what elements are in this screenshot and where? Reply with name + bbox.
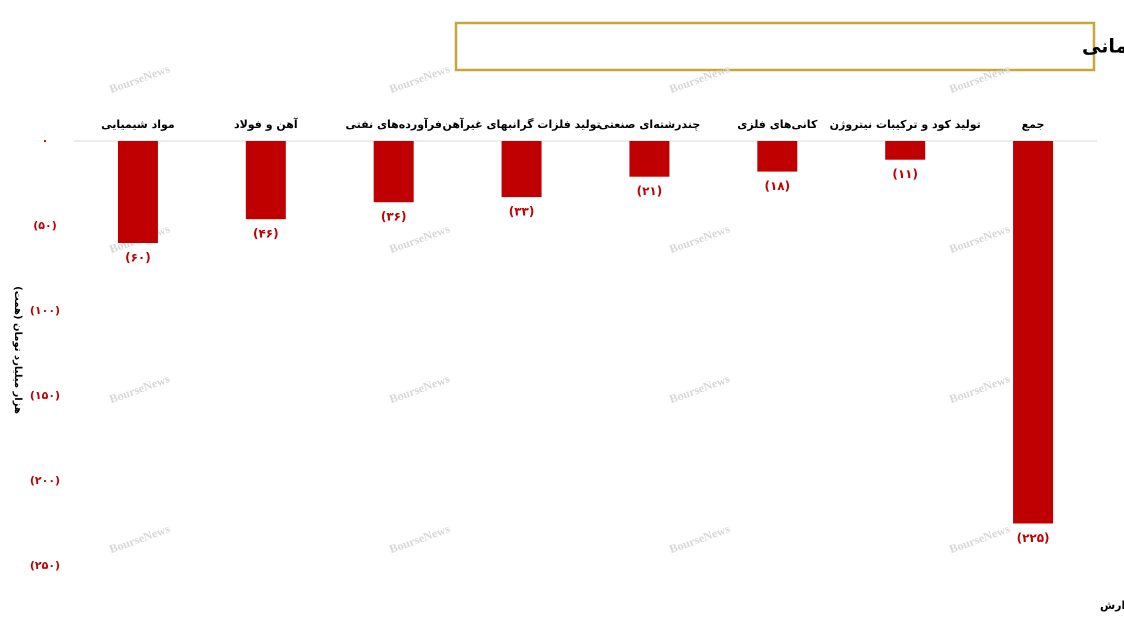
y-tick-label: (۵۰) [33, 219, 56, 232]
watermark: BourseNews [387, 61, 452, 96]
bar [1013, 141, 1054, 524]
watermark: BourseNews [107, 521, 172, 556]
y-tick-label: (۲۵۰) [30, 559, 60, 572]
bar [245, 141, 286, 220]
watermark: BourseNews [667, 371, 732, 406]
x-tick-label: تولید کود و ترکیبات نیتروژن [830, 118, 981, 131]
source: مأخذ اطلاعات: یافته‌های گزارش [1100, 598, 1124, 612]
y-tick-label: (۱۵۰) [30, 389, 60, 402]
x-tick-label: آهن و فولاد [234, 117, 298, 131]
bar [885, 141, 926, 160]
x-tick-label: تولید فلزات گرانبهای غیرآهن [443, 117, 601, 131]
watermark: BourseNews [107, 371, 172, 406]
value-label: (۳۶) [381, 210, 407, 224]
y-axis-label: هزار میلیارد تومان (همت) [12, 286, 23, 414]
watermark: BourseNews [107, 61, 172, 96]
y-tick-label: (۱۰۰) [30, 304, 60, 317]
title-box [454, 21, 1096, 72]
watermark: BourseNews [387, 371, 452, 406]
watermark: BourseNews [387, 221, 452, 256]
bar [757, 141, 798, 172]
x-tick-label: جمع [1022, 118, 1045, 131]
value-label: (۶۰) [125, 251, 151, 265]
watermark: BourseNews [667, 221, 732, 256]
chart-title: برآورد تقریبی زیان صنایع فعال ناشی از اخ… [1082, 34, 1124, 58]
value-label: (۲۲۵) [1017, 531, 1050, 545]
value-label: (۳۳) [509, 205, 535, 219]
y-tick-label: ۰ [42, 134, 49, 147]
bar [629, 141, 670, 177]
watermark: BourseNews [947, 521, 1012, 556]
x-tick-label: چندرشته‌ای صنعتی [599, 118, 701, 131]
x-tick-label: فرآورده‌های نفتی [345, 117, 441, 131]
value-label: (۱۱) [892, 167, 918, 181]
watermark: BourseNews [947, 221, 1012, 256]
bar [373, 141, 414, 203]
bar [117, 141, 158, 243]
x-tick-label: مواد شیمیایی [101, 118, 175, 131]
value-label: (۱۸) [765, 179, 791, 193]
watermark: BourseNews [667, 521, 732, 556]
watermark: BourseNews [387, 521, 452, 556]
bar [501, 141, 542, 198]
y-tick-label: (۲۰۰) [30, 474, 60, 487]
value-label: (۲۱) [637, 184, 663, 198]
watermark: BourseNews [947, 371, 1012, 406]
x-tick-label: کانی‌های فلزی [737, 118, 818, 131]
value-label: (۴۶) [253, 227, 279, 241]
